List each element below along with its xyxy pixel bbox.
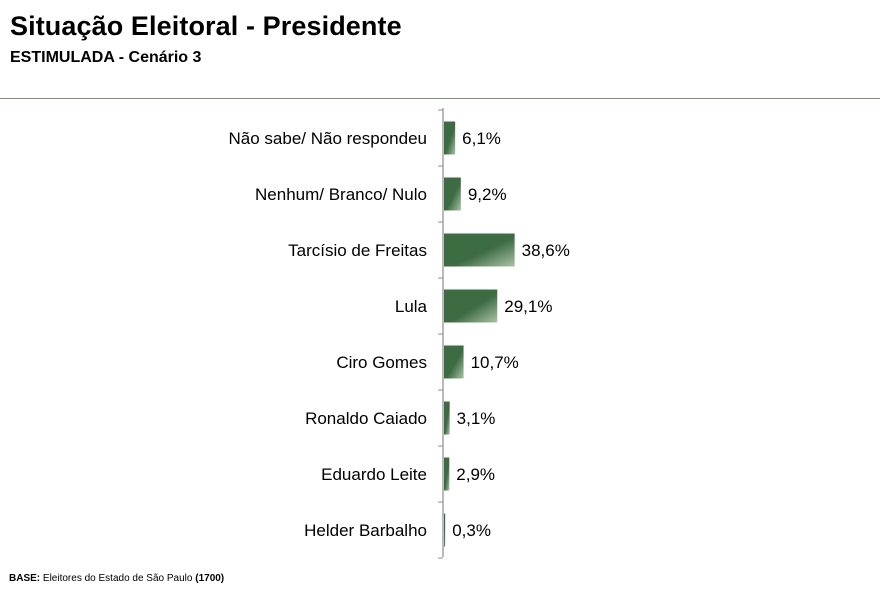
value-label: 10,7%: [471, 353, 519, 372]
bar: [444, 401, 450, 435]
base-label: BASE:: [9, 573, 41, 584]
value-label: 29,1%: [504, 297, 552, 316]
base-text: Eleitores do Estado de São Paulo: [42, 573, 193, 584]
base-count: (1700): [195, 573, 225, 584]
bar: [444, 177, 461, 211]
category-label: Ronaldo Caiado: [305, 409, 427, 428]
value-label: 38,6%: [522, 241, 570, 260]
bar: [444, 121, 456, 155]
chart-subtitle: ESTIMULADA - Cenário 3: [10, 49, 202, 66]
category-label: Nenhum/ Branco/ Nulo: [255, 185, 427, 204]
category-label: Lula: [395, 297, 428, 316]
base-footnote: BASE: Eleitores do Estado de São Paulo (…: [9, 573, 224, 584]
bar: [444, 289, 498, 323]
bar: [444, 513, 446, 547]
category-label: Não sabe/ Não respondeu: [229, 129, 427, 148]
category-label: Ciro Gomes: [336, 353, 427, 372]
value-label: 0,3%: [452, 521, 491, 540]
category-label: Helder Barbalho: [304, 521, 427, 540]
value-label: 3,1%: [457, 409, 496, 428]
chart-title: Situação Eleitoral - Presidente: [10, 11, 402, 41]
category-label: Eduardo Leite: [321, 465, 427, 484]
header-divider: [0, 98, 880, 99]
category-label: Tarcísio de Freitas: [288, 241, 427, 260]
bar: [444, 457, 450, 491]
bars-group: Não sabe/ Não respondeu 6,1% Nenhum/ Branc…: [229, 109, 570, 559]
value-label: 6,1%: [462, 129, 501, 148]
bar: [444, 345, 464, 379]
value-label: 2,9%: [456, 465, 495, 484]
value-label: 9,2%: [468, 185, 507, 204]
bar: [444, 233, 515, 267]
